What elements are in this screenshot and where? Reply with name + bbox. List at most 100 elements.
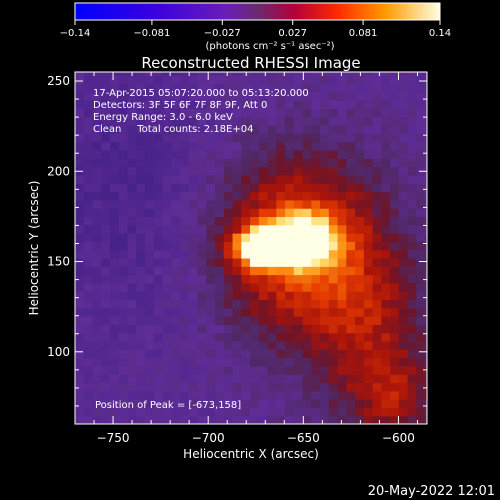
heatmap-cell [363, 166, 374, 176]
heatmap-cell [171, 291, 181, 301]
heatmap-cell [101, 191, 111, 201]
heatmap-cell [293, 241, 304, 251]
heatmap-cell [250, 324, 260, 334]
heatmap-cell [346, 116, 356, 126]
heatmap-cell [293, 415, 304, 424]
heatmap-cell [346, 174, 356, 184]
heatmap-cell [197, 316, 207, 325]
heatmap-cell [162, 299, 172, 309]
heatmap-cell [267, 224, 277, 234]
heatmap-cell [83, 249, 94, 259]
heatmap-cell [171, 241, 181, 251]
heatmap-cell [320, 75, 330, 85]
heatmap-cell [171, 257, 181, 267]
heatmap-cell [337, 282, 347, 292]
heatmap-cell [136, 316, 146, 325]
heatmap-cell [197, 75, 207, 85]
heatmap-cell [328, 249, 339, 259]
heatmap-cell [390, 216, 400, 226]
heatmap-cell [232, 108, 242, 118]
heatmap-cell [355, 399, 365, 408]
heatmap-cell [285, 299, 295, 309]
heatmap-cell [320, 291, 330, 301]
heatmap-cell [197, 174, 207, 184]
heatmap-cell [363, 108, 374, 118]
heatmap-cell [83, 332, 94, 342]
heatmap-cell [180, 216, 190, 226]
heatmap-cell [355, 249, 365, 259]
heatmap-cell [232, 291, 242, 301]
heatmap-cell [258, 415, 269, 424]
heatmap-cell [355, 191, 365, 201]
heatmap-cell [250, 390, 260, 400]
heatmap-cell [425, 241, 427, 251]
heatmap-cell [381, 72, 391, 76]
heatmap-cell [337, 216, 347, 226]
heatmap-cell [110, 133, 120, 143]
heatmap-cell [127, 332, 137, 342]
heatmap-cell [355, 100, 365, 110]
heatmap-cell [407, 116, 417, 126]
heatmap-cell [355, 241, 365, 251]
heatmap-cell [206, 374, 216, 384]
heatmap-cell [355, 415, 365, 424]
heatmap-cell [83, 183, 94, 193]
heatmap-cell [145, 415, 155, 424]
heatmap-cell [416, 72, 426, 76]
heatmap-cell [311, 224, 321, 234]
heatmap-cell [267, 91, 277, 101]
heatmap-cell [180, 224, 190, 234]
heatmap-cell [258, 158, 269, 168]
heatmap-cell [75, 241, 85, 251]
heatmap-cell [110, 282, 120, 292]
heatmap-cell [110, 307, 120, 317]
heatmap-cell [83, 307, 94, 317]
heatmap-cell [83, 316, 94, 325]
heatmap-cell [381, 75, 391, 85]
heatmap-cell [293, 266, 304, 276]
heatmap-cell [232, 257, 242, 267]
heatmap-cell [223, 374, 234, 384]
heatmap-cell [75, 183, 85, 193]
heatmap-cell [250, 91, 260, 101]
heatmap-cell [381, 299, 391, 309]
heatmap-cell [390, 274, 400, 284]
heatmap-cell [285, 75, 295, 85]
heatmap-cell [223, 149, 234, 159]
heatmap-cell [223, 307, 234, 317]
heatmap-cell [188, 233, 199, 242]
heatmap-cell [101, 183, 111, 193]
heatmap-cell [232, 116, 242, 126]
heatmap-cell [83, 282, 94, 292]
heatmap-cell [320, 149, 330, 159]
heatmap-cell [110, 91, 120, 101]
heatmap-cell [101, 133, 111, 143]
heatmap-cell [407, 133, 417, 143]
heatmap-cell [337, 316, 347, 325]
heatmap-cell [311, 191, 321, 201]
heatmap-cell [320, 340, 330, 350]
heatmap-cell [118, 324, 129, 334]
heatmap-cell [162, 100, 172, 110]
heatmap-cell [171, 307, 181, 317]
heatmap-cell [355, 316, 365, 325]
heatmap-cell [206, 316, 216, 325]
heatmap-cell [276, 307, 286, 317]
heatmap-cell [241, 125, 251, 134]
heatmap-cell [250, 224, 260, 234]
heatmap-cell [302, 125, 312, 134]
heatmap-cell [398, 291, 409, 301]
heatmap-cell [180, 324, 190, 334]
heatmap-cell [223, 183, 234, 193]
heatmap-cell [293, 257, 304, 267]
colorbar-gradient [74, 2, 441, 21]
heatmap-cell [425, 174, 427, 184]
heatmap-cell [162, 316, 172, 325]
heatmap-cell [75, 100, 85, 110]
heatmap-cell [75, 399, 85, 408]
heatmap-cell [145, 382, 155, 392]
heatmap-cell [92, 91, 102, 101]
heatmap-cell [101, 415, 111, 424]
heatmap-cell [320, 249, 330, 259]
heatmap-cell [180, 407, 190, 417]
